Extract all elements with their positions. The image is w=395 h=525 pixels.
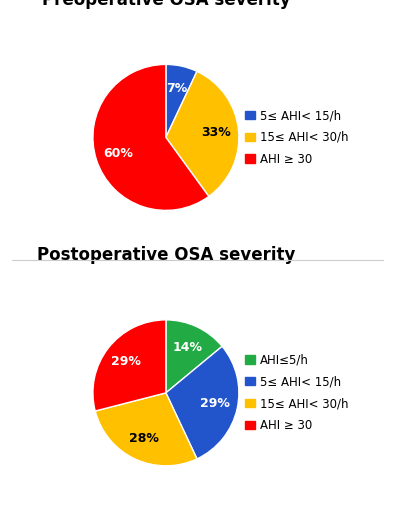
Text: 7%: 7% bbox=[166, 81, 188, 94]
Wedge shape bbox=[93, 65, 209, 211]
Legend: AHI≤5/h, 5≤ AHI< 15/h, 15≤ AHI< 30/h, AHI ≥ 30: AHI≤5/h, 5≤ AHI< 15/h, 15≤ AHI< 30/h, AH… bbox=[245, 353, 349, 432]
Wedge shape bbox=[166, 65, 197, 138]
Wedge shape bbox=[95, 393, 197, 466]
Title: Postoperative OSA severity: Postoperative OSA severity bbox=[37, 246, 295, 264]
Text: 60%: 60% bbox=[103, 146, 133, 160]
Text: 29%: 29% bbox=[111, 355, 141, 369]
Wedge shape bbox=[93, 320, 166, 411]
Wedge shape bbox=[166, 320, 222, 393]
Wedge shape bbox=[166, 71, 239, 196]
Text: 28%: 28% bbox=[130, 432, 159, 445]
Title: Preoperative OSA severity: Preoperative OSA severity bbox=[41, 0, 290, 8]
Wedge shape bbox=[166, 346, 239, 459]
Text: 14%: 14% bbox=[173, 341, 203, 353]
Legend: 5≤ AHI< 15/h, 15≤ AHI< 30/h, AHI ≥ 30: 5≤ AHI< 15/h, 15≤ AHI< 30/h, AHI ≥ 30 bbox=[245, 109, 349, 166]
Text: 29%: 29% bbox=[200, 397, 230, 411]
Text: 33%: 33% bbox=[201, 126, 231, 139]
